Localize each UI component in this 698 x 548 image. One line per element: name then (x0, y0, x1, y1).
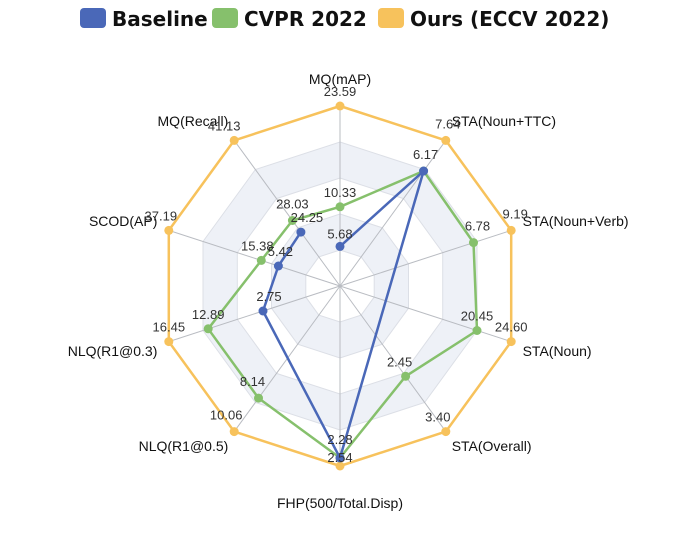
value-label-cvpr-9: 28.03 (276, 197, 309, 212)
data-point-cvpr-7 (203, 324, 213, 334)
data-point-ours-6 (229, 427, 239, 437)
value-label-cvpr-7: 12.89 (192, 307, 225, 322)
spoke-9 (233, 140, 341, 287)
axis-label-7: NLQ(R1@0.3) (68, 343, 158, 359)
data-point-cvpr-0 (335, 202, 345, 212)
spoke-3 (339, 285, 512, 343)
data-point-ours-9 (229, 135, 239, 145)
axis-label-3: STA(Noun) (523, 343, 592, 359)
spoke-7 (168, 285, 341, 343)
value-label-ours-8: 37.19 (145, 208, 178, 223)
value-label-baseline-8: 5.42 (268, 244, 293, 259)
axis-label-5: FHP(500/Total.Disp) (277, 495, 403, 511)
data-point-baseline-1 (419, 166, 429, 176)
data-point-baseline-8 (273, 261, 283, 271)
data-point-ours-3 (506, 337, 516, 347)
axis-label-1: STA(Noun+TTC) (452, 113, 556, 129)
axis-label-8: SCOD(AP) (89, 213, 157, 229)
data-point-cvpr-3 (472, 326, 482, 335)
data-point-cvpr-9 (287, 216, 297, 225)
value-label-baseline-9: 24.25 (291, 210, 324, 225)
spoke-1 (339, 140, 447, 287)
value-label-baseline-0: 5.68 (327, 226, 352, 241)
spoke-4 (339, 285, 447, 432)
radar-grid (168, 105, 512, 467)
value-label-ours-9: 41.13 (208, 118, 241, 133)
data-point-cvpr-2 (469, 238, 478, 248)
legend-swatch-ours (378, 8, 404, 28)
value-label-cvpr-5: 2.28 (327, 432, 352, 447)
data-point-ours-5 (335, 461, 345, 471)
value-label-ours-2: 9.19 (503, 206, 528, 221)
legend-swatch-cvpr (212, 8, 238, 28)
value-label-cvpr-4: 2.45 (387, 354, 412, 369)
axis-label-2: STA(Noun+Verb) (523, 213, 629, 229)
axis-labels: MQ(mAP) STA(Noun+TTC) STA(Noun+Verb) STA(No… (68, 71, 629, 511)
legend: Baseline CVPR 2022 Ours (ECCV 2022) (80, 7, 609, 31)
data-point-cvpr-4 (401, 371, 411, 381)
data-point-ours-2 (506, 225, 516, 235)
spoke-8 (168, 229, 341, 287)
value-label-ours-7: 16.45 (153, 320, 186, 335)
series-line-baseline (261, 169, 425, 460)
value-label-cvpr-0: 10.33 (324, 185, 357, 200)
value-label-ours-0: 23.59 (324, 84, 357, 99)
value-label-cvpr-3: 20.45 (461, 309, 494, 324)
data-point-ours-0 (335, 101, 345, 111)
value-label-ours-5: 2.54 (327, 450, 352, 465)
data-point-baseline-0 (335, 241, 345, 251)
axis-label-6: NLQ(R1@0.5) (139, 438, 229, 454)
value-label-cvpr-2: 6.78 (465, 219, 490, 234)
axis-label-0: MQ(mAP) (309, 71, 371, 87)
data-point-cvpr-8 (256, 255, 266, 265)
data-point-baseline-9 (296, 227, 306, 237)
radar-series (164, 101, 516, 471)
value-labels: 23.59 7.64 9.19 24.60 3.40 2.54 10.06 16.45 37.1… (145, 84, 528, 465)
data-point-baseline-7 (258, 306, 268, 316)
value-label-cvpr-1: 6.17 (413, 147, 438, 162)
value-label-baseline-7: 2.75 (256, 289, 281, 304)
value-label-ours-1: 7.64 (435, 116, 460, 131)
value-label-ours-3: 24.60 (495, 320, 528, 335)
spoke-2 (339, 229, 512, 287)
value-label-cvpr-8: 15.38 (241, 238, 274, 253)
value-label-ours-6: 10.06 (210, 408, 243, 423)
data-point-cvpr-6 (254, 393, 263, 403)
legend-label-ours: Ours (ECCV 2022) (410, 7, 609, 31)
legend-swatch-baseline (80, 8, 106, 28)
data-point-ours-7 (164, 337, 174, 347)
value-label-cvpr-6: 8.14 (240, 374, 265, 389)
legend-label-cvpr: CVPR 2022 (244, 7, 367, 31)
axis-label-4: STA(Overall) (452, 438, 532, 454)
data-point-ours-1 (441, 135, 451, 145)
data-point-ours-8 (164, 225, 174, 235)
value-label-ours-4: 3.40 (425, 410, 450, 425)
legend-label-baseline: Baseline (112, 7, 208, 31)
data-point-ours-4 (441, 427, 451, 437)
axis-label-9: MQ(Recall) (158, 113, 229, 129)
data-point-baseline-5 (335, 453, 345, 463)
